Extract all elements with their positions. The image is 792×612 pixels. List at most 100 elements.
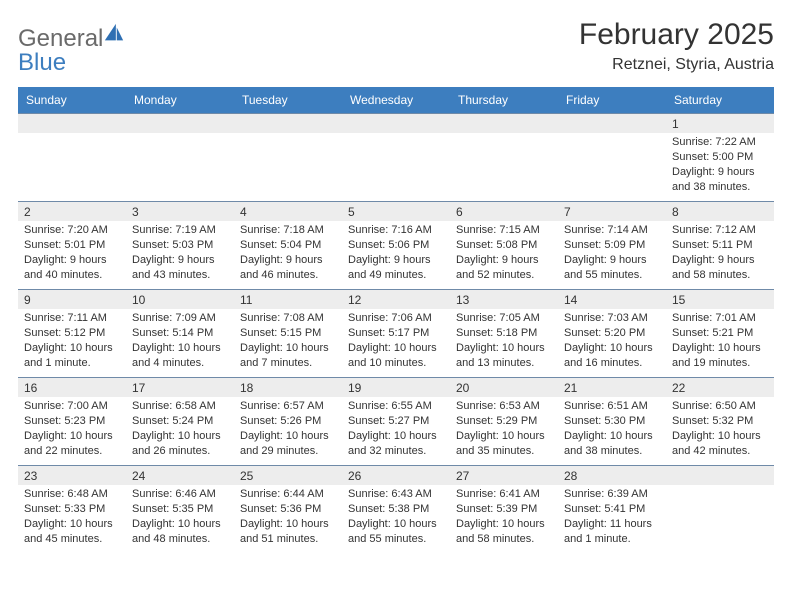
day2-text: and 38 minutes. [564, 444, 660, 459]
weekday-header-row: Sunday Monday Tuesday Wednesday Thursday… [18, 87, 774, 113]
sunset-text: Sunset: 5:01 PM [24, 238, 120, 253]
day1-text: Daylight: 10 hours [24, 341, 120, 356]
day1-text: Daylight: 9 hours [564, 253, 660, 268]
day-number [558, 114, 666, 133]
day-number [18, 114, 126, 133]
day2-text: and 45 minutes. [24, 532, 120, 547]
day1-text: Daylight: 10 hours [132, 429, 228, 444]
day2-text: and 55 minutes. [564, 268, 660, 283]
sunset-text: Sunset: 5:30 PM [564, 414, 660, 429]
day-number: 19 [342, 378, 450, 397]
weekday-header: Monday [126, 87, 234, 113]
calendar-grid: Sunday Monday Tuesday Wednesday Thursday… [18, 87, 774, 553]
sunset-text: Sunset: 5:29 PM [456, 414, 552, 429]
daynum-row: 16171819202122 [18, 378, 774, 397]
day-cell: Sunrise: 7:22 AMSunset: 5:00 PMDaylight:… [666, 133, 774, 201]
sunrise-text: Sunrise: 7:03 AM [564, 311, 660, 326]
day-cell: Sunrise: 7:20 AMSunset: 5:01 PMDaylight:… [18, 221, 126, 289]
day1-text: Daylight: 11 hours [564, 517, 660, 532]
sunrise-text: Sunrise: 6:41 AM [456, 487, 552, 502]
day-cell: Sunrise: 6:44 AMSunset: 5:36 PMDaylight:… [234, 485, 342, 553]
day-number: 17 [126, 378, 234, 397]
day-cell: Sunrise: 7:09 AMSunset: 5:14 PMDaylight:… [126, 309, 234, 377]
sunset-text: Sunset: 5:14 PM [132, 326, 228, 341]
day2-text: and 52 minutes. [456, 268, 552, 283]
day-cell: Sunrise: 7:15 AMSunset: 5:08 PMDaylight:… [450, 221, 558, 289]
sunset-text: Sunset: 5:38 PM [348, 502, 444, 517]
day-cell: Sunrise: 6:46 AMSunset: 5:35 PMDaylight:… [126, 485, 234, 553]
day1-text: Daylight: 10 hours [672, 341, 768, 356]
sunrise-text: Sunrise: 7:08 AM [240, 311, 336, 326]
sunset-text: Sunset: 5:18 PM [456, 326, 552, 341]
day-number: 21 [558, 378, 666, 397]
day2-text: and 19 minutes. [672, 356, 768, 371]
sunset-text: Sunset: 5:24 PM [132, 414, 228, 429]
day-number [450, 114, 558, 133]
day2-text: and 38 minutes. [672, 180, 768, 195]
daynum-row: 1 [18, 114, 774, 133]
sunrise-text: Sunrise: 7:18 AM [240, 223, 336, 238]
day2-text: and 42 minutes. [672, 444, 768, 459]
week-row: 2345678Sunrise: 7:20 AMSunset: 5:01 PMDa… [18, 201, 774, 289]
day1-text: Daylight: 10 hours [672, 429, 768, 444]
day1-text: Daylight: 9 hours [672, 253, 768, 268]
day2-text: and 40 minutes. [24, 268, 120, 283]
sunrise-text: Sunrise: 6:48 AM [24, 487, 120, 502]
day2-text: and 32 minutes. [348, 444, 444, 459]
sunset-text: Sunset: 5:11 PM [672, 238, 768, 253]
day2-text: and 48 minutes. [132, 532, 228, 547]
day-number: 23 [18, 466, 126, 485]
sunrise-text: Sunrise: 6:58 AM [132, 399, 228, 414]
week-row: 16171819202122 Sunrise: 7:00 AM Sunset: 5:… [18, 377, 774, 465]
day-cell [18, 133, 126, 201]
day2-text: and 29 minutes. [240, 444, 336, 459]
sunset-text: Sunset: 5:39 PM [456, 502, 552, 517]
day-cell: Sunrise: 6:39 AMSunset: 5:41 PMDaylight:… [558, 485, 666, 553]
sunrise-text: Sunrise: 7:05 AM [456, 311, 552, 326]
day-number: 25 [234, 466, 342, 485]
day-cell: Sunrise: 7:03 AMSunset: 5:20 PMDaylight:… [558, 309, 666, 377]
weekday-header: Saturday [666, 87, 774, 113]
day1-text: Daylight: 10 hours [132, 341, 228, 356]
calendar-page: GeneralBlue February 2025 Retznei, Styri… [0, 0, 792, 563]
logo-word2: Blue [18, 49, 66, 76]
sunrise-text: Sunrise: 7:19 AM [132, 223, 228, 238]
sail-icon [103, 22, 125, 44]
day2-text: and 58 minutes. [672, 268, 768, 283]
day-cell: Sunrise: 7:05 AMSunset: 5:18 PMDaylight:… [450, 309, 558, 377]
day1-text: Daylight: 10 hours [132, 517, 228, 532]
day2-text: and 26 minutes. [132, 444, 228, 459]
day-number: 20 [450, 378, 558, 397]
sunrise-text: Sunrise: 7:00 AM [24, 399, 120, 414]
day-cell: Sunrise: 7:06 AMSunset: 5:17 PMDaylight:… [342, 309, 450, 377]
weekday-header: Wednesday [342, 87, 450, 113]
day1-text: Daylight: 10 hours [456, 341, 552, 356]
day-number [126, 114, 234, 133]
sunrise-text: Sunrise: 6:50 AM [672, 399, 768, 414]
day1-text: Daylight: 9 hours [132, 253, 228, 268]
day1-text: Daylight: 9 hours [348, 253, 444, 268]
day-number: 7 [558, 202, 666, 221]
day-number: 14 [558, 290, 666, 309]
sunset-text: Sunset: 5:32 PM [672, 414, 768, 429]
day-cell [666, 485, 774, 553]
day-cell: Sunrise: 6:50 AMSunset: 5:32 PMDaylight:… [666, 397, 774, 465]
day-cell: Sunrise: 6:43 AMSunset: 5:38 PMDaylight:… [342, 485, 450, 553]
day-cell: Sunrise: 6:41 AMSunset: 5:39 PMDaylight:… [450, 485, 558, 553]
day2-text: and 1 minute. [24, 356, 120, 371]
sunset-text: Sunset: 5:33 PM [24, 502, 120, 517]
day-number [666, 466, 774, 485]
day-cell: Sunrise: 7:01 AMSunset: 5:21 PMDaylight:… [666, 309, 774, 377]
day2-text: and 22 minutes. [24, 444, 120, 459]
day1-text: Daylight: 10 hours [456, 517, 552, 532]
day2-text: and 58 minutes. [456, 532, 552, 547]
day-cell: Sunrise: 7:14 AMSunset: 5:09 PMDaylight:… [558, 221, 666, 289]
sunset-text: Sunset: 5:27 PM [348, 414, 444, 429]
day-number: 27 [450, 466, 558, 485]
day1-text: Daylight: 10 hours [24, 517, 120, 532]
weeks-container: 1Sunrise: 7:22 AMSunset: 5:00 PMDaylight… [18, 113, 774, 553]
day-cell: Sunrise: 6:53 AMSunset: 5:29 PMDaylight:… [450, 397, 558, 465]
sunset-text: Sunset: 5:00 PM [672, 150, 768, 165]
week-row: 9101112131415Sunrise: 7:11 AMSunset: 5:1… [18, 289, 774, 377]
sunrise-text: Sunrise: 6:44 AM [240, 487, 336, 502]
